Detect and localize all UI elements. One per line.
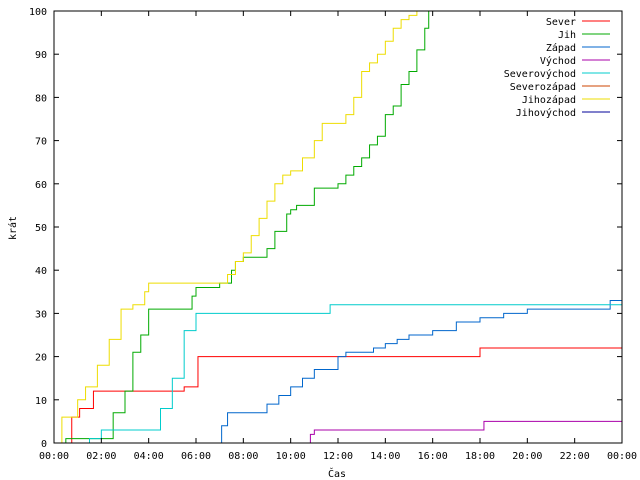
legend-label: Západ xyxy=(546,42,576,54)
x-tick-label: 14:00 xyxy=(370,451,400,462)
y-tick-label: 90 xyxy=(35,50,47,61)
legend-label: Jihozápad xyxy=(522,94,576,106)
legend-label: Sever xyxy=(546,17,576,28)
y-tick-label: 20 xyxy=(35,353,47,364)
x-tick-label: 00:00 xyxy=(39,451,69,462)
x-tick-label: 04:00 xyxy=(134,451,164,462)
x-tick-label: 22:00 xyxy=(560,451,590,462)
legend-label: Severovýchod xyxy=(504,68,576,80)
y-tick-label: 10 xyxy=(35,396,47,407)
y-tick-label: 30 xyxy=(35,309,47,320)
y-tick-label: 100 xyxy=(29,7,47,18)
legend-label: Jih xyxy=(558,30,576,41)
y-axis-title: krát xyxy=(7,216,19,240)
legend-label: Východ xyxy=(540,55,576,67)
x-tick-label: 20:00 xyxy=(512,451,542,462)
x-tick-label: 10:00 xyxy=(276,451,306,462)
series-line-2 xyxy=(54,11,430,444)
series-line-3 xyxy=(217,296,623,444)
x-tick-label: 02:00 xyxy=(86,451,116,462)
x-tick-label: 18:00 xyxy=(465,451,495,462)
series-line-7 xyxy=(54,11,418,444)
x-axis-title: Čas xyxy=(328,467,346,480)
legend-label: Severozápad xyxy=(510,81,576,93)
axes-layer: 00:00 02:00 04:00 06:00 08:00 10:00 12:00 14:00… xyxy=(29,7,637,462)
x-tick-label: 08:00 xyxy=(228,451,258,462)
y-tick-label: 0 xyxy=(41,439,47,450)
series-layer xyxy=(54,11,623,444)
legend-label: Jihovýchod xyxy=(516,107,576,119)
legend: Sever JihZápadVýchodSeverovýchodSeverozáp… xyxy=(504,17,610,119)
y-tick-label: 70 xyxy=(35,137,47,148)
x-tick-label: 12:00 xyxy=(323,451,353,462)
x-tick-label: 00:00 xyxy=(607,451,637,462)
series-line-4 xyxy=(306,420,622,444)
y-tick-label: 40 xyxy=(35,266,47,277)
series-line-5 xyxy=(54,304,622,444)
y-tick-label: 60 xyxy=(35,180,47,191)
x-tick-label: 16:00 xyxy=(418,451,448,462)
series-line-1 xyxy=(65,347,622,444)
y-tick-label: 80 xyxy=(35,93,47,104)
x-tick-label: 06:00 xyxy=(181,451,211,462)
y-tick-label: 50 xyxy=(35,223,47,234)
